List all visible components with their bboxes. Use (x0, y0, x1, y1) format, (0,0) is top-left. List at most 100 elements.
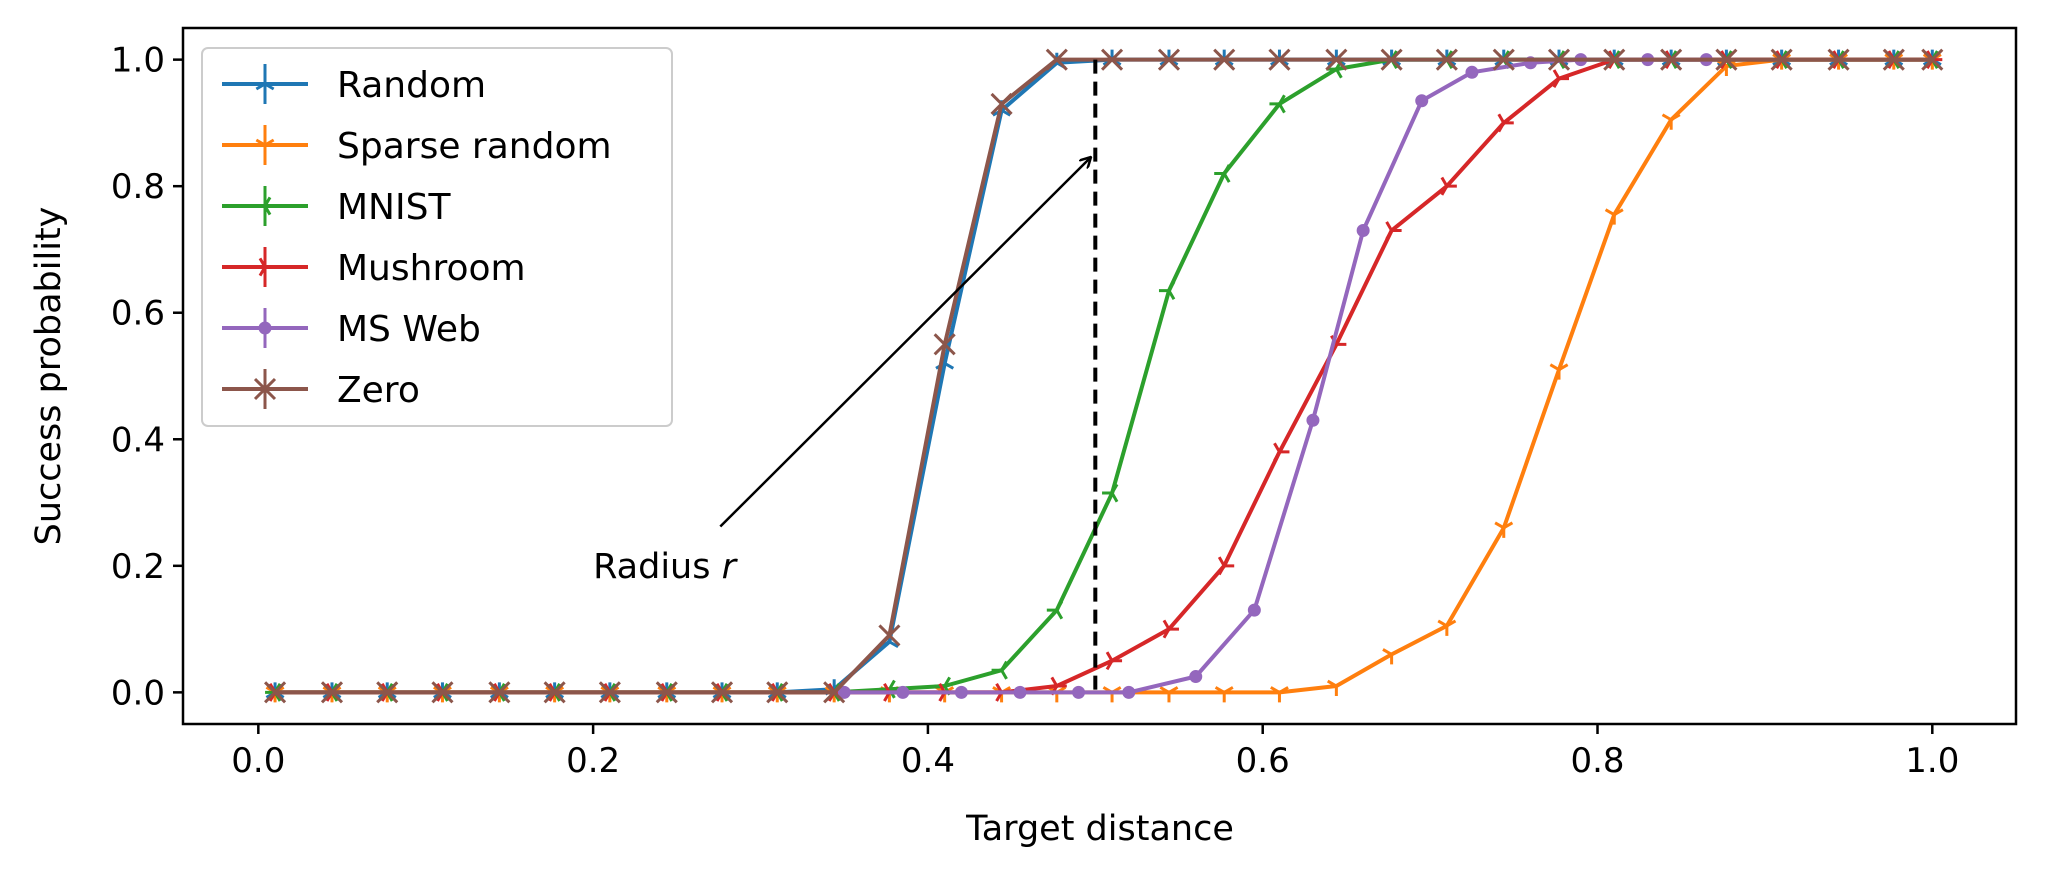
data-point-ms-web (837, 685, 851, 699)
data-point-mnist (1269, 94, 1286, 114)
data-point-zero (933, 333, 956, 356)
data-point-sparse-random (1326, 679, 1346, 697)
data-point-zero (1660, 48, 1683, 71)
legend-marker-zero (253, 377, 277, 401)
data-point-sparse-random (1270, 686, 1289, 703)
data-point-zero (1827, 48, 1850, 71)
legend: Random Sparse random MNIST Mushroom MS Web Ze… (201, 47, 673, 427)
legend-item-random: Random (222, 64, 486, 106)
data-point-mushroom (1105, 651, 1123, 671)
data-point-zero (598, 681, 621, 704)
data-point-ms-web (1247, 603, 1261, 617)
plot-layer (264, 48, 1944, 704)
data-point-mushroom (1217, 556, 1235, 576)
legend-marker-mnist (255, 196, 272, 216)
data-point-ms-web (1072, 685, 1086, 699)
data-point-sparse-random (1047, 686, 1067, 703)
legend-item-ms-web: MS Web (222, 308, 481, 350)
data-point-zero (488, 681, 511, 704)
legend-label-ms-web: MS Web (337, 309, 481, 350)
y-tick-label: 0.8 (111, 167, 165, 207)
data-point-ms-web (1306, 413, 1320, 427)
x-tick-label: 0.4 (901, 741, 955, 781)
data-point-zero (1325, 48, 1348, 71)
series-ms-web (837, 53, 1713, 699)
legend-item-sparse-random: Sparse random (222, 125, 612, 167)
data-point-zero (1100, 48, 1124, 71)
legend-marker-mushroom (258, 257, 275, 277)
legend-label-zero: Zero (337, 370, 420, 411)
x-axis-label: Target distance (965, 809, 1234, 849)
data-point-zero (1492, 48, 1515, 71)
data-point-mushroom (1552, 69, 1570, 89)
data-point-mnist (991, 660, 1008, 680)
data-point-mushroom (1497, 113, 1514, 133)
y-tick-label: 0.2 (111, 547, 165, 587)
series-zero (264, 48, 1944, 704)
data-point-zero (1882, 48, 1905, 71)
data-point-mnist (1158, 281, 1176, 300)
data-point-mnist (1102, 483, 1119, 503)
data-point-zero (376, 681, 399, 704)
data-point-ms-web (1356, 223, 1370, 237)
data-point-zero (710, 681, 734, 704)
x-tick-label: 0.8 (1570, 741, 1624, 781)
data-point-zero (1770, 48, 1793, 71)
series-line-ms-web (844, 57, 1707, 695)
data-point-zero (1547, 48, 1571, 71)
legend-box (201, 47, 673, 427)
data-point-zero (1213, 48, 1236, 71)
y-tick-label: 0.6 (111, 294, 165, 334)
annotation-arrow (719, 158, 1090, 528)
legend-label-mnist: MNIST (337, 187, 451, 228)
data-point-zero (1157, 48, 1181, 71)
data-point-zero (1380, 48, 1403, 71)
data-point-sparse-random (1159, 686, 1179, 703)
data-point-zero (878, 624, 901, 647)
data-point-mnist (1214, 164, 1231, 183)
data-point-mushroom (1273, 442, 1290, 462)
data-point-zero (655, 681, 678, 704)
axis-layer: 0.0 0.2 0.4 0.6 0.8 1.0 0.0 0.2 0.4 0.6 0.8 1.0 (111, 41, 1959, 781)
data-point-mushroom (1385, 221, 1402, 240)
x-tick-label: 0.0 (231, 741, 285, 781)
annotation-symbol: r (722, 547, 739, 587)
data-point-sparse-random (1437, 619, 1457, 636)
data-point-zero (1603, 48, 1626, 71)
data-point-zero (823, 681, 846, 704)
x-tick-label: 0.2 (566, 741, 620, 781)
legend-item-zero: Zero (222, 369, 420, 411)
data-point-zero (320, 681, 344, 704)
data-point-sparse-random (1549, 363, 1569, 380)
y-tick-label: 0.0 (111, 673, 165, 713)
data-point-zero (264, 681, 287, 704)
annotation: Radius r (593, 158, 1090, 587)
data-point-sparse-random (1604, 208, 1624, 225)
data-point-zero (1435, 48, 1458, 71)
data-point-ms-web (896, 685, 910, 699)
legend-item-mnist: MNIST (222, 186, 451, 228)
data-point-mushroom (1162, 619, 1179, 639)
y-tick-label: 0.4 (111, 420, 165, 460)
legend-item-mushroom: Mushroom (222, 247, 526, 289)
data-point-zero (431, 681, 454, 704)
data-point-ms-web (1122, 685, 1136, 699)
legend-marker-sparse-random (255, 138, 275, 155)
data-point-ms-web (1465, 65, 1479, 79)
annotation-label: Radius r (593, 547, 738, 587)
data-point-sparse-random (1661, 113, 1681, 130)
data-point-ms-web (1189, 670, 1203, 684)
data-point-sparse-random (1382, 648, 1402, 665)
y-tick-label: 1.0 (111, 41, 165, 81)
data-point-zero (1921, 48, 1944, 71)
legend-marker-ms-web (258, 321, 272, 335)
data-point-ms-web (1013, 685, 1027, 699)
data-point-sparse-random (1494, 521, 1514, 538)
data-point-sparse-random (1102, 686, 1122, 703)
data-point-ms-web (954, 685, 968, 699)
data-point-ms-web (1415, 94, 1429, 108)
x-tick-label: 0.6 (1236, 741, 1290, 781)
legend-marker-random (255, 74, 275, 91)
